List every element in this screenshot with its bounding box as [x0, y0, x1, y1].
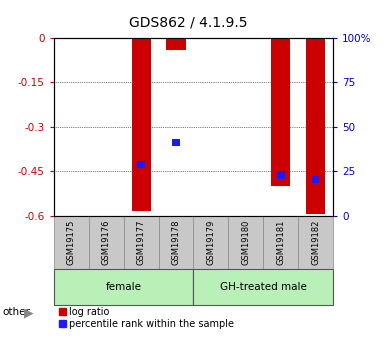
Text: ▶: ▶: [24, 306, 34, 319]
Text: other: other: [2, 307, 30, 317]
Bar: [124, 216, 159, 269]
Text: female: female: [105, 282, 142, 292]
Bar: [277, 171, 285, 179]
Text: GH-treated male: GH-treated male: [220, 282, 307, 292]
Bar: [228, 216, 263, 269]
Bar: [172, 139, 180, 146]
Legend: log ratio, percentile rank within the sample: log ratio, percentile rank within the sa…: [59, 307, 234, 329]
Bar: [194, 216, 228, 269]
Bar: [194, 269, 333, 305]
Bar: [54, 216, 89, 269]
Bar: [137, 161, 145, 168]
Bar: [54, 269, 194, 305]
Bar: [159, 216, 194, 269]
Text: GSM19180: GSM19180: [241, 220, 250, 265]
Text: GDS862 / 4.1.9.5: GDS862 / 4.1.9.5: [129, 15, 248, 29]
Text: GSM19181: GSM19181: [276, 220, 285, 265]
Bar: [132, 38, 151, 211]
Bar: [306, 38, 325, 214]
Text: GSM19179: GSM19179: [206, 220, 216, 265]
Text: GSM19175: GSM19175: [67, 220, 76, 265]
Bar: [298, 216, 333, 269]
Text: GSM19176: GSM19176: [102, 219, 111, 265]
Text: GSM19182: GSM19182: [311, 220, 320, 265]
Bar: [271, 38, 290, 186]
Bar: [312, 176, 320, 183]
Bar: [263, 216, 298, 269]
Bar: [89, 216, 124, 269]
Text: GSM19177: GSM19177: [137, 219, 146, 265]
Bar: [166, 38, 186, 50]
Text: GSM19178: GSM19178: [171, 219, 181, 265]
